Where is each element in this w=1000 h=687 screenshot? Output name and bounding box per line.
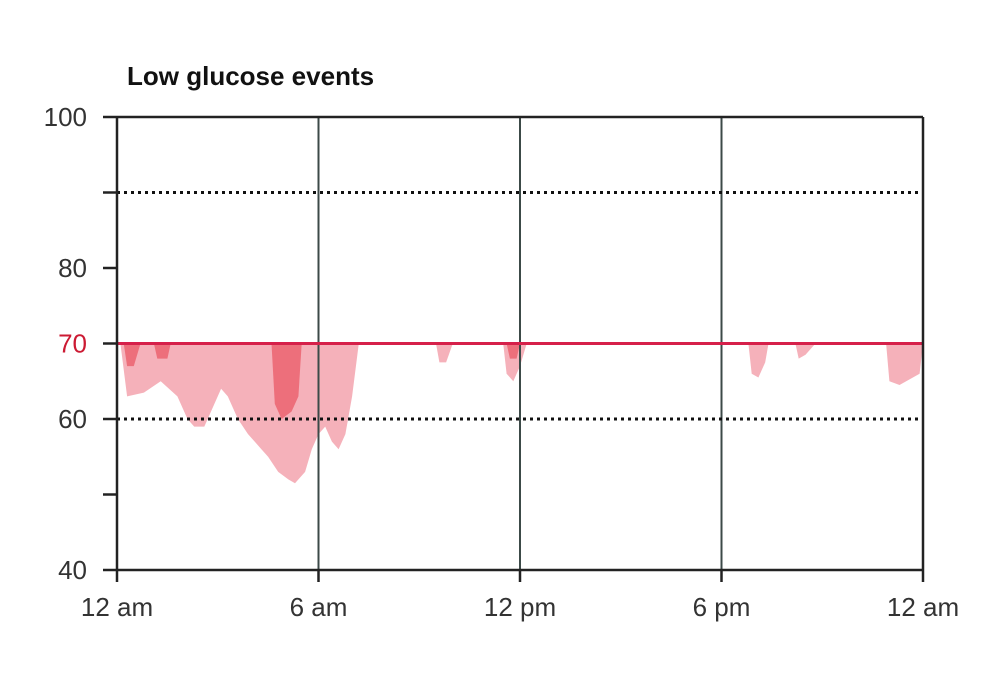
low-event-core — [123, 343, 141, 367]
x-tick-label: 6 am — [290, 592, 348, 622]
y-tick-label: 70 — [58, 329, 87, 359]
x-tick-label: 6 pm — [693, 592, 751, 622]
y-tick-label: 60 — [58, 404, 87, 434]
low-event-core — [506, 343, 520, 359]
low-event-area — [886, 343, 923, 385]
tick-labels: 100 80 70 60 40 12 am 6 am 12 pm 6 pm 12 am — [44, 102, 960, 622]
low-event-core — [153, 343, 171, 359]
axes — [103, 115, 925, 582]
y-tick-label: 40 — [58, 555, 87, 585]
low-event-area — [795, 343, 816, 359]
event-areas — [120, 343, 923, 484]
x-tick-label: 12 am — [81, 592, 153, 622]
y-tick-label: 80 — [58, 253, 87, 283]
x-tick-label: 12 pm — [484, 592, 556, 622]
y-tick-label: 100 — [44, 102, 87, 132]
low-event-area — [120, 343, 359, 484]
low-event-area — [748, 343, 769, 378]
low-event-core — [271, 343, 302, 419]
x-tick-label: 12 am — [887, 592, 959, 622]
low-event-area — [436, 343, 453, 363]
gridlines — [117, 117, 923, 570]
chart-title: Low glucose events — [127, 61, 374, 91]
